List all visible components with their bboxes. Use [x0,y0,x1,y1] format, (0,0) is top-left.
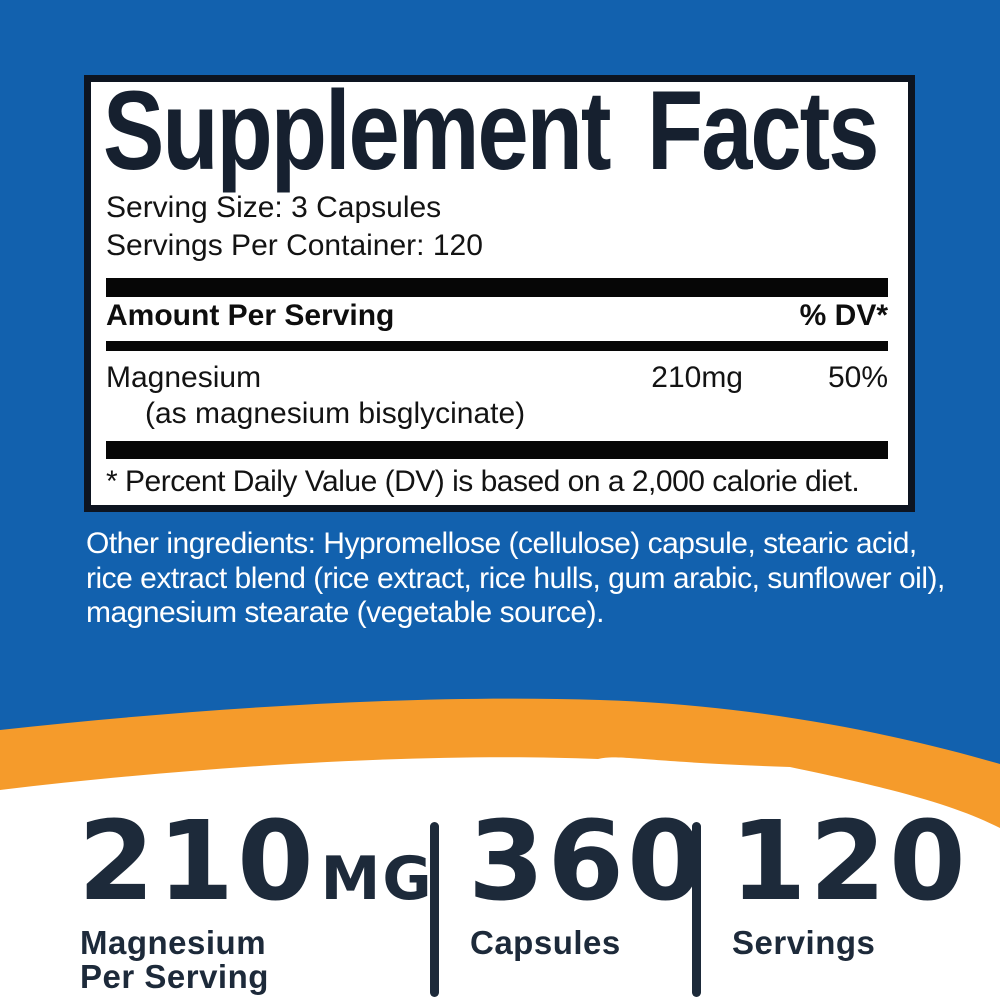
capsules-value: 360 [468,797,707,925]
dose-unit: MG [320,844,434,914]
dv-header: % DV* [799,299,888,332]
thin-rule [106,341,888,351]
other-ingredients-line: Other ingredients: Hypromellose (cellulo… [86,527,917,560]
stat-dose-label: Magnesium Per Serving [80,926,269,994]
thick-rule-bottom [106,441,888,459]
other-ingredients-line: rice extract blend (rice extract, rice h… [86,561,945,595]
dv-footnote: * Percent Daily Value (DV) is based on a… [106,465,860,498]
dose-label-line: Magnesium [80,924,267,961]
dose-value: 210 [78,797,317,925]
stat-servings: 120 [730,806,969,916]
thick-rule-top [106,278,888,297]
orange-swoosh-graphic [0,650,1000,1000]
stat-divider [692,822,701,997]
supplement-facts-panel: Supplement Facts Serving Size: 3 Capsule… [84,75,915,512]
stat-capsules-label: Capsules [470,926,621,960]
stat-dose: 210 MG [78,806,434,916]
amount-header-row: Amount Per Serving % DV* [106,301,888,331]
servings-per-container-line: Servings Per Container: 120 [106,229,483,262]
stat-capsules: 360 [468,806,707,916]
stat-servings-label: Servings [732,926,875,960]
nutrient-amount: 210mg [651,361,743,394]
panel-title: Supplement Facts [103,68,879,194]
capsules-label-line: Capsules [470,924,621,961]
nutrient-detail: (as magnesium bisglycinate) [145,397,526,430]
servings-label-line: Servings [732,924,876,961]
stat-divider [430,822,439,997]
other-ingredients: Other ingredients: Hypromellose (cellulo… [86,527,966,631]
nutrient-row: Magnesium 210mg 50% [106,363,888,393]
serving-size-line: Serving Size: 3 Capsules [106,191,442,224]
serving-info: Serving Size: 3 Capsules Servings Per Co… [106,189,483,265]
nutrient-name: Magnesium [106,361,262,394]
amount-per-serving-header: Amount Per Serving [106,299,395,332]
dose-label-line: Per Serving [80,958,269,995]
servings-value: 120 [730,797,969,925]
nutrient-dv: 50% [827,361,888,394]
other-ingredients-line: magnesium stearate (vegetable source). [86,596,604,629]
